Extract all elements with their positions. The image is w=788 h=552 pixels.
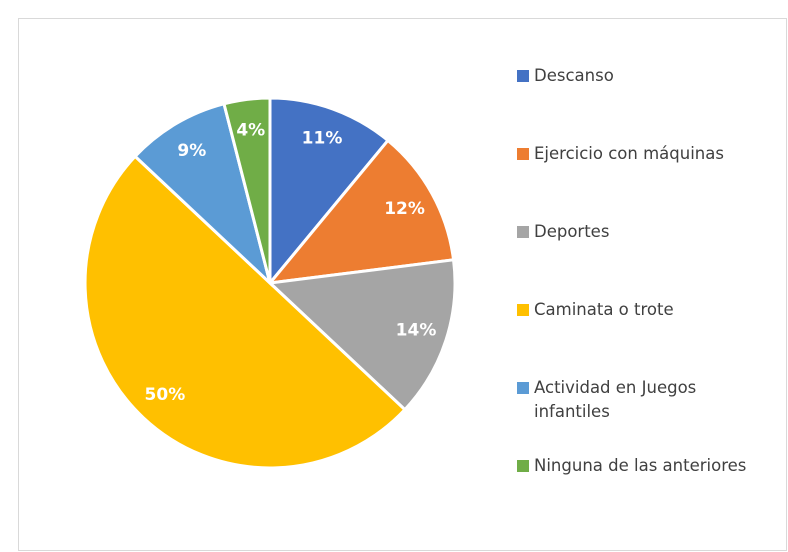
data-label: 9% — [177, 141, 206, 161]
pie-slice — [133, 101, 273, 288]
chart-frame — [18, 18, 787, 551]
legend-swatch — [517, 304, 529, 316]
legend-swatch — [517, 226, 529, 238]
data-label: 14% — [396, 320, 437, 340]
legend-label: Descanso — [534, 66, 614, 85]
legend-swatch — [517, 148, 529, 160]
legend-swatch — [517, 460, 529, 472]
legend-item: Caminata o trote — [517, 298, 767, 322]
pie-slice — [222, 96, 272, 284]
legend-label: Actividad en Juegos infantiles — [534, 378, 697, 421]
legend-item: Descanso — [517, 64, 767, 88]
legend-item: Actividad en Juegos infantiles — [517, 376, 767, 424]
pie-slice — [266, 258, 457, 412]
legend-item: Ejercicio con máquinas — [517, 142, 767, 166]
legend-label: Deportes — [534, 222, 610, 241]
legend-swatch — [517, 382, 529, 394]
pie-slice — [83, 154, 407, 470]
legend-item: Ninguna de las anteriores — [517, 454, 767, 478]
pie-slice — [268, 96, 391, 288]
legend-label: Ninguna de las anteriores — [534, 456, 747, 475]
legend-item: Deportes — [517, 220, 767, 244]
legend-swatch — [517, 70, 529, 82]
data-label: 12% — [384, 199, 425, 219]
legend-label: Ejercicio con máquinas — [534, 144, 724, 163]
legend-label: Caminata o trote — [534, 300, 674, 319]
data-label: 11% — [302, 129, 343, 149]
data-label: 50% — [145, 385, 186, 405]
pie-slice — [266, 138, 456, 285]
data-label: 4% — [236, 121, 265, 141]
